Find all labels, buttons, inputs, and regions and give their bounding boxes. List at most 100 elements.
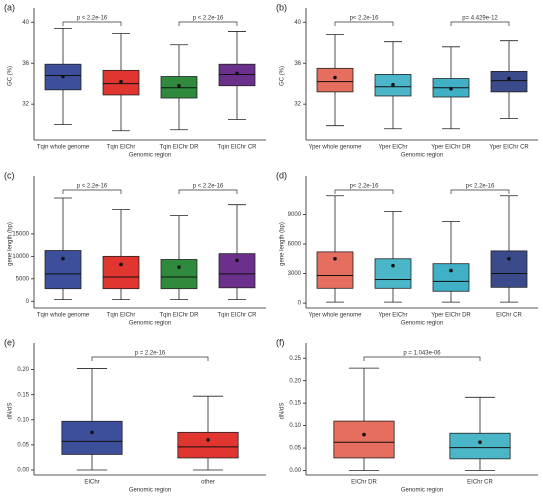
mean	[177, 265, 181, 269]
panel-tag: (f)	[276, 337, 285, 347]
mean	[119, 79, 123, 84]
y-tick-label: 32	[294, 102, 301, 108]
panel: (d) gene length (bp) Genomic region 0 3000 60…	[276, 170, 538, 327]
x-tick-label: Yper EIChr	[378, 313, 407, 319]
mean	[333, 256, 337, 261]
y-tick-label: 0	[26, 299, 30, 305]
p-value: p = 1.043e-06	[403, 351, 441, 357]
significance-bracket	[450, 21, 510, 26]
x-tick-label: Tqin EIChr	[107, 145, 136, 151]
y-tick-label: 36	[294, 61, 301, 67]
y-tick-label: 3000	[288, 271, 302, 277]
p-value: p < 2.2e-16	[77, 184, 108, 190]
y-tick-label: 0.10	[17, 417, 29, 423]
x-axis-label: Genomic region	[129, 488, 171, 494]
mean	[333, 75, 337, 80]
box	[61, 420, 123, 455]
p-value: p= 4.429e-12	[462, 16, 498, 22]
mean	[177, 83, 181, 88]
y-tick-label: 0.00	[17, 468, 29, 474]
panel-tag: (d)	[276, 170, 287, 180]
y-tick-label: 0.15	[17, 392, 29, 398]
y-axis-label: dN/dS	[280, 403, 286, 420]
significance-bracket	[334, 21, 394, 26]
x-tick-label: Tqin whole genome	[37, 313, 90, 319]
mean	[119, 262, 123, 267]
mean	[61, 256, 65, 261]
x-tick-label: EIChr CR	[496, 313, 522, 319]
y-tick-label: 10000	[12, 254, 29, 260]
significance-bracket	[178, 21, 238, 26]
significance-bracket	[334, 189, 394, 194]
y-tick-label: 40	[294, 20, 301, 26]
box	[160, 259, 198, 290]
p-value: p = 2.2e-16	[135, 351, 166, 357]
p-value: p< 2.2e-16	[350, 184, 380, 190]
mean	[507, 256, 511, 261]
y-tick-label: 0.10	[289, 423, 301, 429]
panel: (c) gene length (bp) Genomic region 0 5000 10…	[4, 170, 266, 327]
x-axis-label: Genomic region	[129, 153, 171, 159]
box	[490, 250, 528, 288]
x-tick-label: Tqin EIChr DR	[159, 313, 199, 319]
y-axis-label: gene length (bp)	[280, 222, 286, 266]
y-tick-label: 0.00	[289, 468, 301, 474]
p-value: p < 2.2e-16	[77, 16, 108, 22]
x-axis-label: Genomic region	[401, 153, 443, 159]
mean	[507, 76, 511, 81]
y-tick-label: 0	[298, 301, 302, 307]
y-tick-label: 5000	[16, 276, 30, 282]
mean	[206, 438, 210, 442]
panel-tag: (b)	[276, 2, 287, 12]
mean	[235, 258, 239, 263]
y-tick-label: 0.20	[289, 378, 301, 384]
p-value: p < 2.2e-16	[193, 16, 224, 22]
y-axis-label: GC (%)	[8, 66, 14, 86]
x-tick-label: Tqin whole genome	[37, 145, 90, 151]
y-tick-label: 9000	[288, 212, 302, 218]
panel: (e) dN/dS Genomic region 0.00 0.05 0.10 0.15 0.…	[4, 337, 266, 494]
significance-bracket	[62, 21, 122, 26]
significance-bracket	[62, 189, 122, 194]
mean	[61, 74, 65, 79]
y-tick-label: 32	[22, 102, 29, 108]
box	[316, 67, 354, 93]
x-axis-label: Genomic region	[401, 321, 443, 327]
y-tick-label: 0.25	[289, 356, 301, 362]
box	[432, 263, 470, 292]
mean	[449, 268, 453, 273]
x-tick-label: EIChr DR	[351, 480, 377, 486]
box	[449, 432, 511, 460]
x-tick-label: Yper whole genome	[309, 313, 363, 319]
p-value: p< 2.2e-16	[350, 16, 380, 22]
panel-tag: (a)	[4, 2, 15, 12]
mean	[391, 82, 395, 87]
x-tick-label: Tqin EIChr	[107, 313, 136, 319]
mean	[90, 430, 94, 435]
y-tick-label: 0.20	[17, 367, 29, 373]
panel: (f) dN/dS Genomic region 0.00 0.05 0.10 0.15 0.…	[276, 337, 538, 494]
box	[102, 255, 140, 290]
mean	[478, 440, 482, 445]
box	[374, 258, 412, 289]
y-axis-label: GC (%)	[280, 66, 286, 86]
y-axis-label: gene length (bp)	[8, 222, 14, 266]
y-tick-label: 15000	[12, 231, 29, 237]
x-tick-label: EIChr	[84, 480, 99, 486]
y-tick-label: 6000	[288, 242, 302, 248]
y-tick-label: 0.05	[289, 446, 301, 452]
panel-tag: (c)	[4, 170, 15, 180]
x-tick-label: EIChr CR	[467, 480, 493, 486]
y-tick-label: 0.05	[17, 442, 29, 448]
box	[44, 250, 82, 290]
mean	[391, 263, 395, 268]
y-tick-label: 0.15	[289, 401, 301, 407]
significance-bracket	[450, 189, 510, 194]
x-tick-label: other	[201, 480, 215, 486]
panel: (b) GC (%) Genomic region 32 36 40 Yper whole …	[276, 2, 538, 159]
mean	[362, 432, 366, 437]
significance-bracket	[363, 356, 481, 361]
panel: (a) GC (%) Genomic region 32 36 40 Tqin whole …	[4, 2, 266, 159]
